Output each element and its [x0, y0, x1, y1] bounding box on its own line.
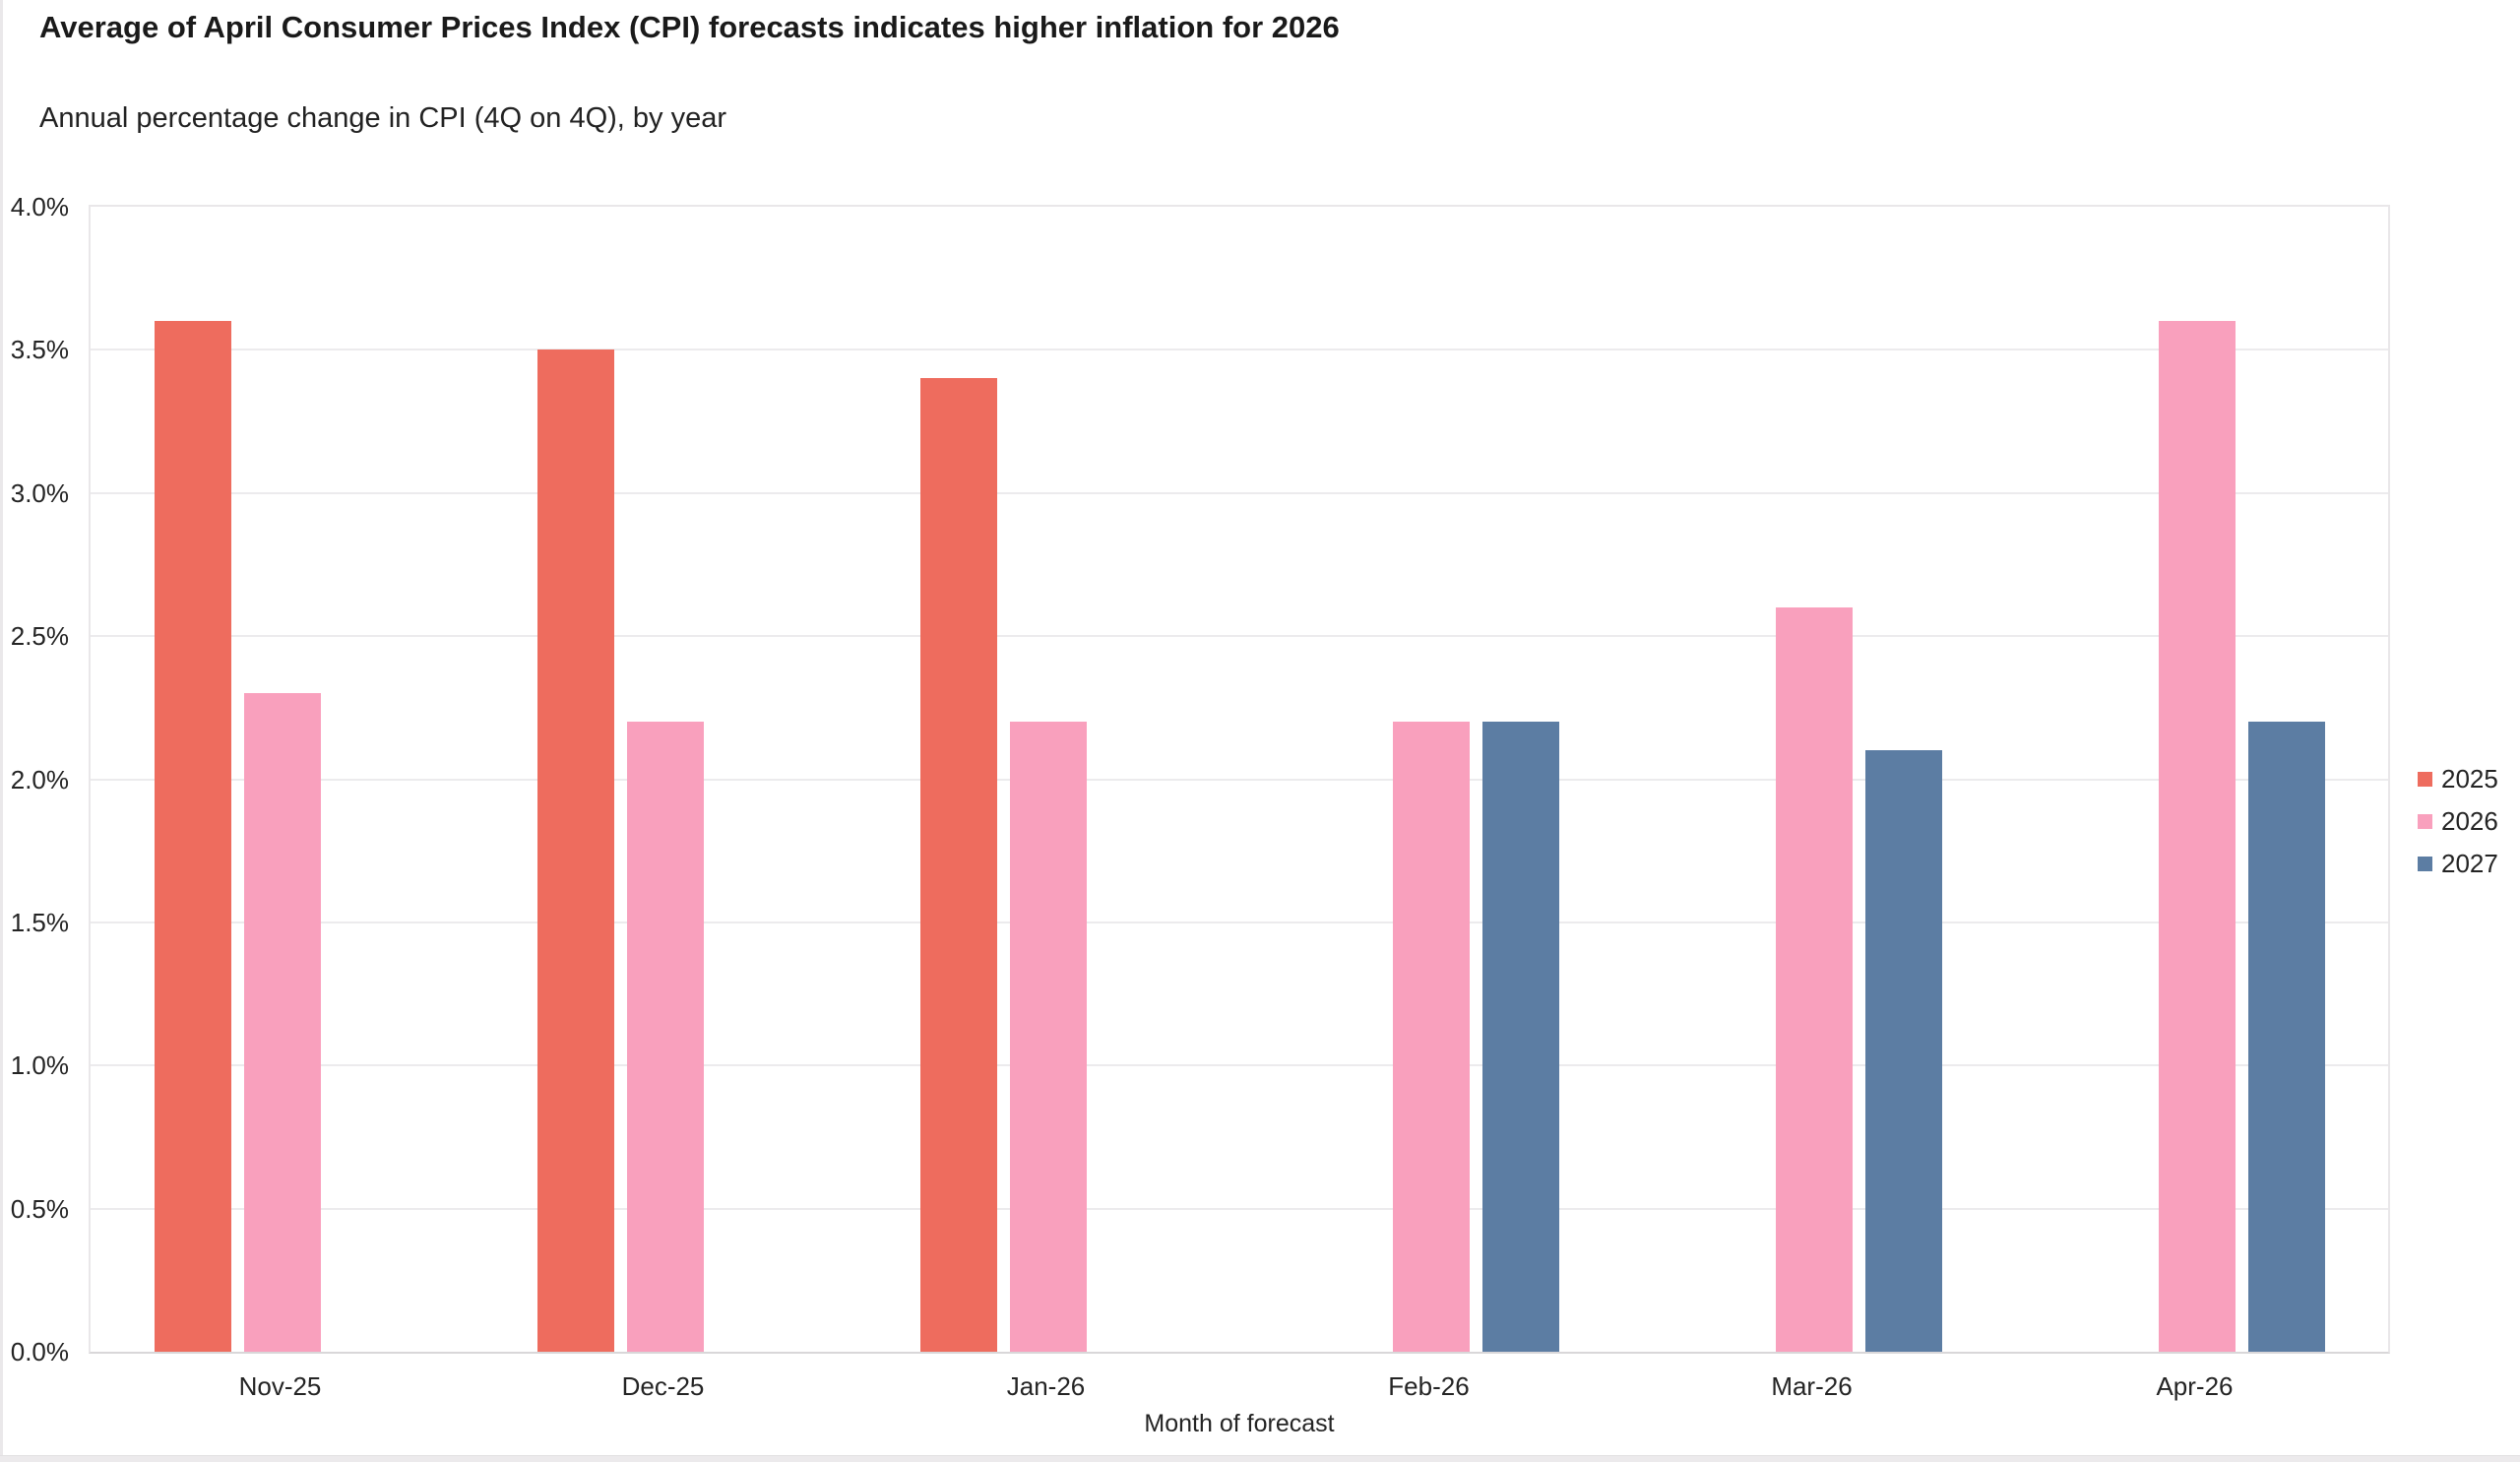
gridline	[91, 1064, 2388, 1067]
legend-item-2025: 2025	[2418, 764, 2498, 794]
y-tick-label: 1.0%	[10, 1050, 69, 1081]
legend-item-2026: 2026	[2418, 806, 2498, 836]
chart-title: Average of April Consumer Prices Index (…	[39, 10, 1340, 44]
x-tick-label: Apr-26	[2156, 1371, 2234, 1401]
bar-2025-Dec-25	[536, 350, 614, 1352]
x-axis: Nov-25 Dec-25 Jan-26 Feb-26 Mar-26 Apr-26	[89, 1370, 2390, 1402]
bar-2027-Apr-26	[2247, 722, 2325, 1352]
bar-2027-Feb-26	[1481, 722, 1559, 1352]
x-tick-label: Jan-26	[1006, 1371, 1086, 1401]
gridline	[91, 635, 2388, 638]
legend-swatch-icon	[2418, 813, 2432, 829]
y-tick-label: 3.5%	[10, 335, 69, 365]
y-axis: 0.0% 0.5% 1.0% 1.5% 2.0% 2.5% 3.0% 3.5% 4.0%	[0, 192, 69, 1367]
plot-area	[89, 205, 2390, 1354]
window-left-edge	[0, 0, 3, 1462]
bar-2026-Feb-26	[1392, 722, 1470, 1352]
bar-2026-Mar-26	[1775, 607, 1853, 1352]
x-axis-title: Month of forecast	[1144, 1410, 1335, 1437]
gridline	[91, 921, 2388, 923]
legend: 2025 2026 2027	[2418, 764, 2498, 878]
bar-2026-Jan-26	[1009, 722, 1087, 1352]
bar-2025-Nov-25	[154, 321, 231, 1352]
y-tick-label: 0.0%	[10, 1337, 69, 1367]
gridline	[91, 778, 2388, 781]
gridline	[91, 1207, 2388, 1210]
bar-2025-Jan-26	[919, 378, 997, 1352]
y-tick-label: 4.0%	[10, 192, 69, 222]
y-tick-label: 2.0%	[10, 764, 69, 795]
y-tick-label: 2.5%	[10, 621, 69, 652]
bar-2026-Dec-25	[626, 722, 704, 1352]
bar-2026-Apr-26	[2158, 321, 2236, 1352]
legend-swatch-icon	[2418, 771, 2432, 787]
bar-2026-Nov-25	[243, 693, 321, 1352]
legend-label: 2025	[2441, 763, 2498, 794]
window-bottom-strip	[0, 1455, 2520, 1462]
legend-item-2027: 2027	[2418, 849, 2498, 878]
legend-swatch-icon	[2418, 856, 2432, 871]
x-tick-label: Nov-25	[238, 1371, 322, 1401]
legend-label: 2027	[2441, 848, 2498, 878]
gridline	[91, 349, 2388, 351]
y-tick-label: 1.5%	[10, 907, 69, 937]
chart-subtitle: Annual percentage change in CPI (4Q on 4…	[39, 102, 727, 134]
legend-label: 2026	[2441, 805, 2498, 836]
y-tick-label: 0.5%	[10, 1193, 69, 1224]
bar-2027-Mar-26	[1864, 750, 1942, 1352]
x-tick-label: Feb-26	[1388, 1371, 1470, 1401]
x-tick-label: Dec-25	[621, 1371, 705, 1401]
y-tick-label: 3.0%	[10, 477, 69, 508]
x-tick-label: Mar-26	[1771, 1371, 1853, 1401]
gridline	[91, 491, 2388, 494]
